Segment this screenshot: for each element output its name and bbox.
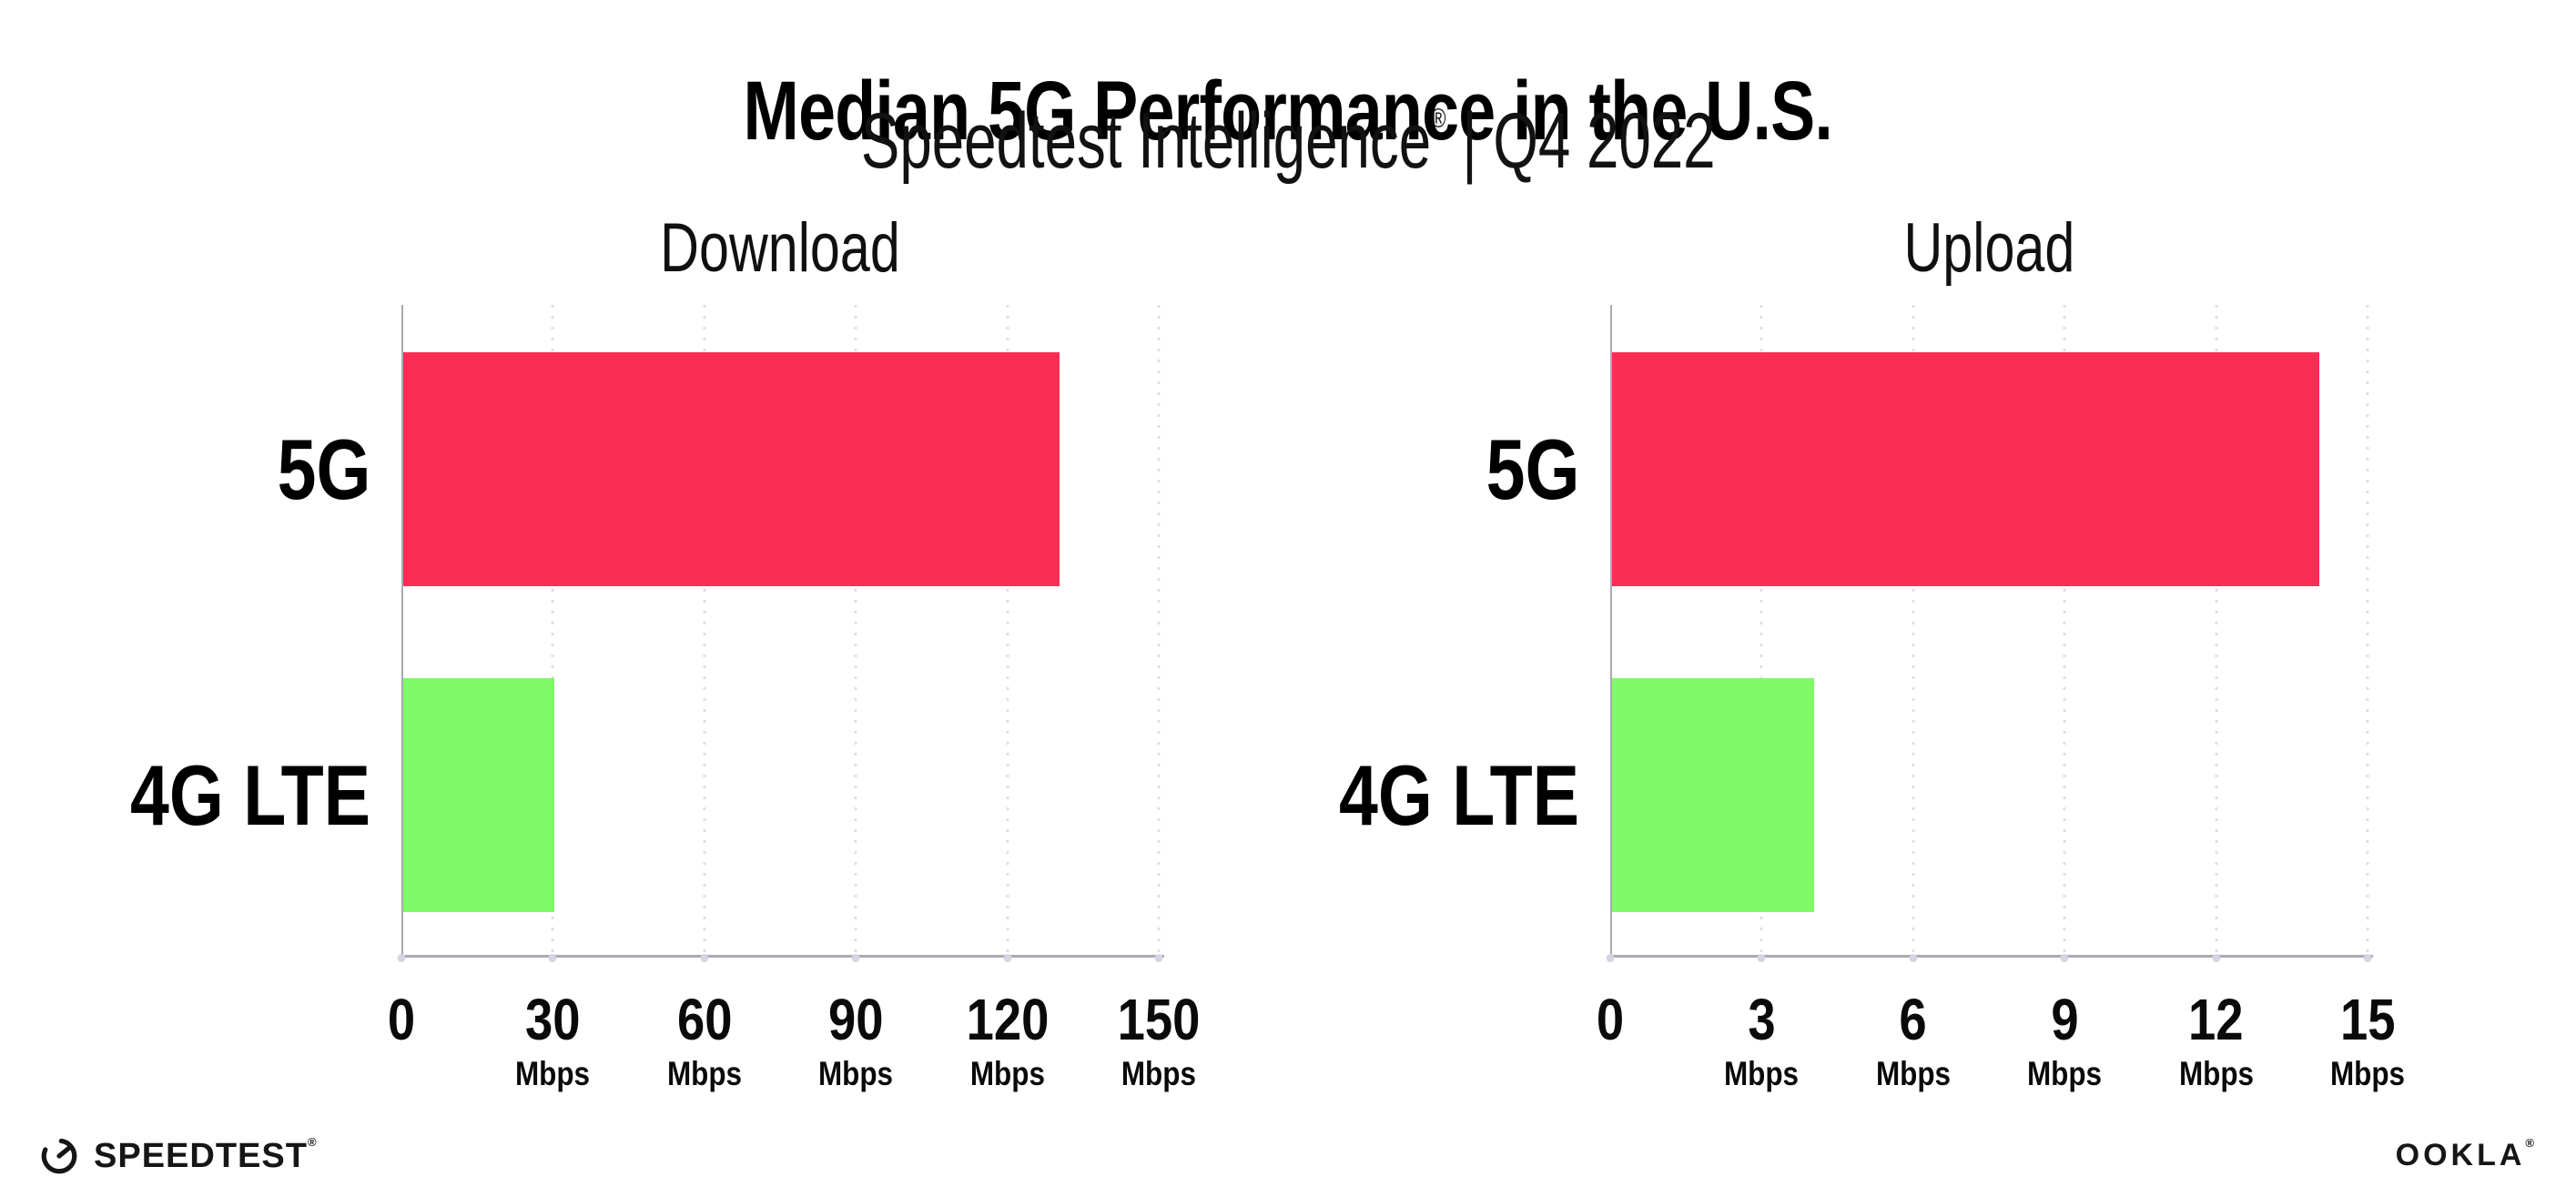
axis-tick-dot <box>1606 954 1615 962</box>
page-subtitle: Speedtest Intelligence® | Q4 2022 <box>0 102 2576 180</box>
axis-tick-dot <box>397 954 406 962</box>
axis-tick-dot <box>1909 954 1918 962</box>
speedometer-gauge-icon <box>38 1135 80 1177</box>
gridline <box>2366 305 2369 958</box>
category-label-4g-lte: 4G LTE <box>1338 746 1579 843</box>
axis-tick-dot <box>1757 954 1766 962</box>
gridline <box>1157 305 1161 958</box>
subtitle-period: | Q4 2022 <box>1445 97 1716 185</box>
upload-5g-bar <box>1612 352 2319 586</box>
axis-tick-dot <box>548 954 557 962</box>
gridline <box>854 305 857 958</box>
speedtest-logo: SPEEDTEST® <box>38 1135 318 1177</box>
upload-chart-title: Upload <box>1903 209 2074 287</box>
x-tick: 6 Mbps <box>1875 987 1951 1092</box>
axis-tick-dot <box>700 954 709 962</box>
subtitle-brand: Speedtest Intelligence <box>860 97 1431 185</box>
x-tick: 120 Mbps <box>966 987 1049 1092</box>
gridline <box>2215 305 2218 958</box>
speedtest-wordmark: SPEEDTEST® <box>94 1134 318 1175</box>
x-tick: 3 Mbps <box>1724 987 1800 1092</box>
upload-4g-lte-bar <box>1612 678 1814 912</box>
ookla-logo: OOKLA® <box>2395 1136 2538 1173</box>
x-axis-tick-labels: 0 30 Mbps 60 Mbps 90 Mbps 120 Mbps 150 M… <box>388 958 1201 1131</box>
x-axis-line <box>401 955 1164 958</box>
axis-tick-dot <box>2212 954 2221 962</box>
y-axis-line <box>401 305 403 958</box>
y-axis-line <box>1610 305 1612 958</box>
ookla-wordmark: OOKLA <box>2395 1138 2526 1172</box>
axis-tick-dot <box>2060 954 2069 962</box>
gridline <box>1912 305 1915 958</box>
x-tick: 15 Mbps <box>2329 987 2406 1092</box>
axis-tick-dot <box>851 954 860 962</box>
x-axis-tick-labels: 0 3 Mbps 6 Mbps 9 Mbps 12 Mbps 15 Mbps <box>1597 958 2405 1131</box>
registered-mark: ® <box>1430 104 1446 134</box>
x-tick: 150 Mbps <box>1117 987 1201 1092</box>
download-chart-title: Download <box>660 209 900 287</box>
x-tick: 60 Mbps <box>666 987 742 1092</box>
x-tick: 90 Mbps <box>818 987 894 1092</box>
axis-tick-dot <box>1154 954 1163 962</box>
category-label-5g: 5G <box>277 421 370 517</box>
gridline <box>551 305 554 958</box>
x-tick: 0 <box>387 987 416 1052</box>
axis-tick-dot <box>2363 954 2372 962</box>
page-title-text: Median 5G Performance in the U.S. <box>743 64 1833 157</box>
registered-mark: ® <box>2525 1136 2538 1150</box>
download-plot-area: Download 5G 4G LTE 0 30 Mbps 60 <box>130 214 1200 1091</box>
download-5g-bar <box>403 352 1060 586</box>
registered-mark: ® <box>307 1134 318 1149</box>
download-4g-lte-bar <box>403 678 555 912</box>
gridline <box>1760 305 1763 958</box>
x-tick: 9 Mbps <box>2027 987 2103 1092</box>
x-tick: 12 Mbps <box>2178 987 2254 1092</box>
axis-tick-dot <box>1003 954 1012 962</box>
x-axis-line <box>1610 955 2373 958</box>
category-label-4g-lte: 4G LTE <box>129 746 370 843</box>
page-title: Median 5G Performance in the U.S. <box>0 69 2576 153</box>
gridline <box>703 305 706 958</box>
gridline <box>2063 305 2066 958</box>
upload-plot-area: Upload 5G 4G LTE 0 3 Mbps 6 <box>1339 214 2405 1091</box>
x-tick: 30 Mbps <box>515 987 591 1092</box>
gridline <box>1006 305 1009 958</box>
x-tick: 0 <box>1596 987 1625 1052</box>
category-label-5g: 5G <box>1486 421 1579 517</box>
